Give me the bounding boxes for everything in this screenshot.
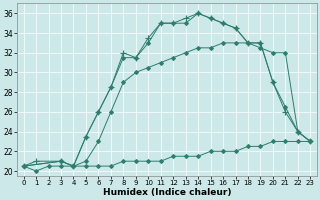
X-axis label: Humidex (Indice chaleur): Humidex (Indice chaleur) <box>103 188 231 197</box>
